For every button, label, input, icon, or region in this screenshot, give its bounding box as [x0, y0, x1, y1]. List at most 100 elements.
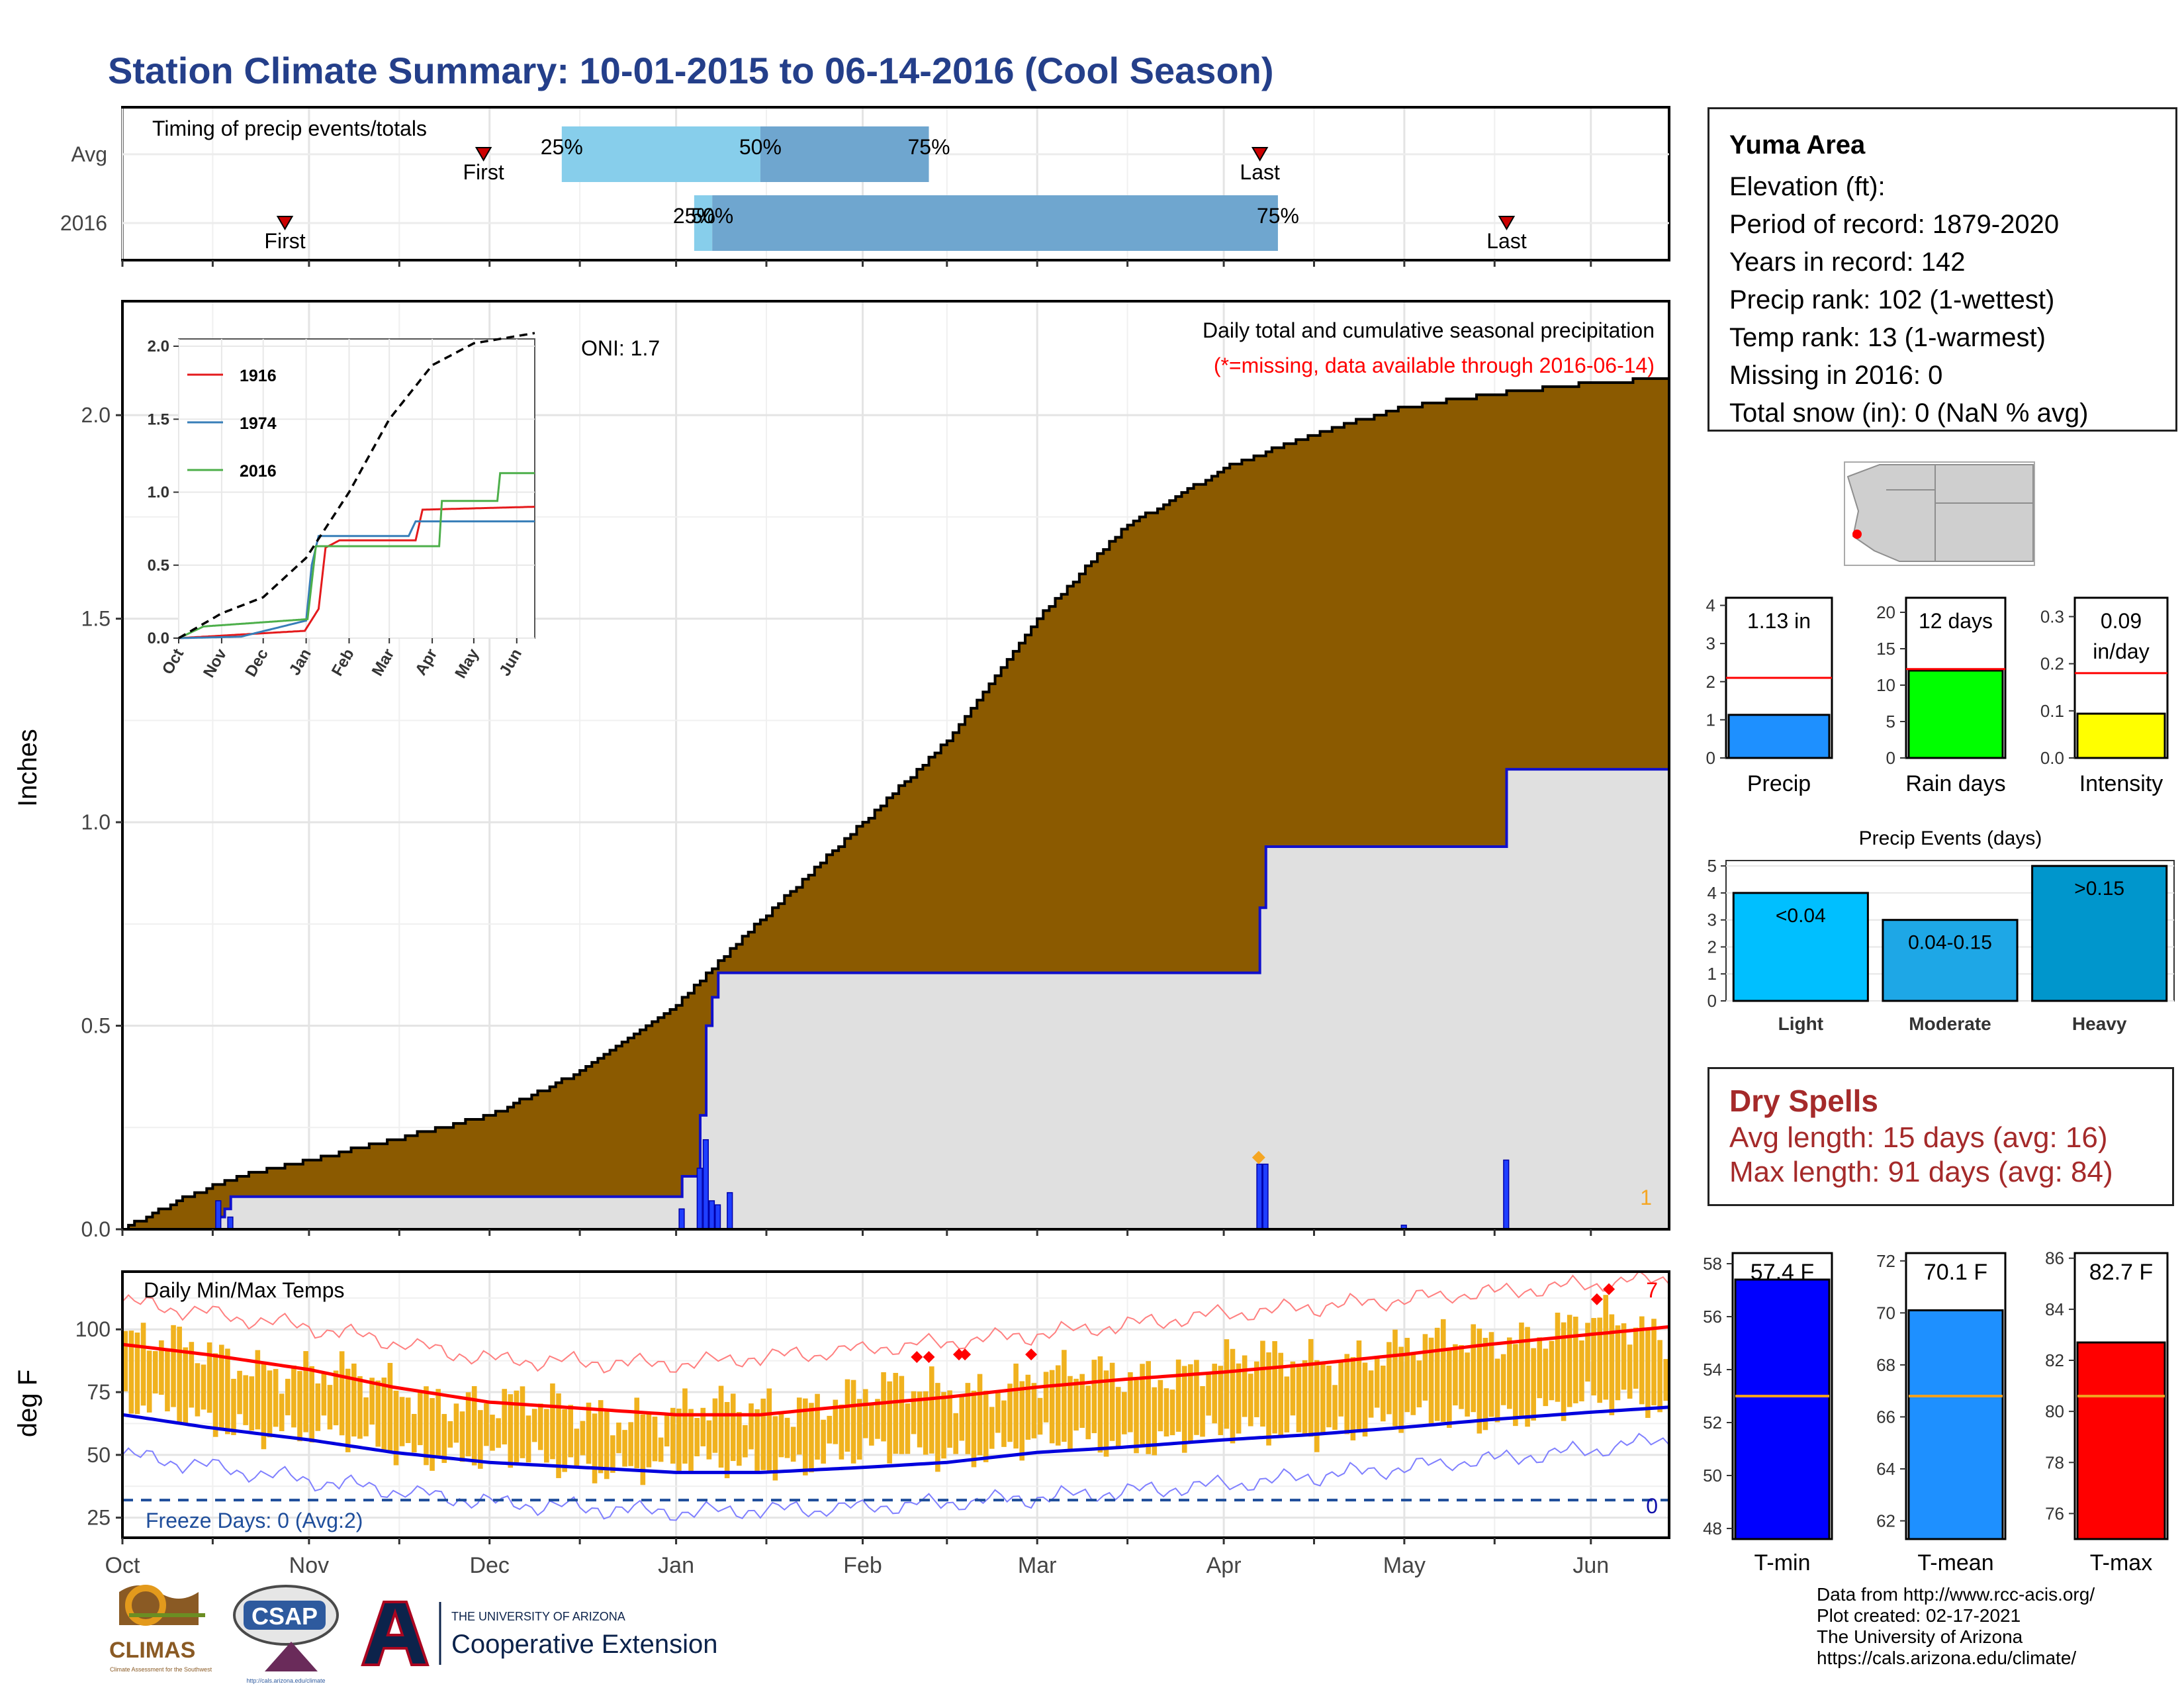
events-bar-heavy: [2031, 865, 2168, 1002]
temp-day-bar-2: [134, 1333, 140, 1415]
events-ytick-label-5: 5: [1707, 856, 1717, 876]
events-bar-light: [1732, 892, 1869, 1002]
temp-y-axis: 25 50 75 100: [75, 1317, 122, 1530]
temp-day-bar-37: [345, 1368, 351, 1452]
temp-day-bar-106: [760, 1398, 766, 1470]
temp-day-bar-174: [1169, 1389, 1175, 1436]
timing-row-2016: 2016: [60, 211, 107, 235]
tbar-tmean-ytick-label-3: 68: [1876, 1355, 1895, 1375]
temp-day-bar-145: [995, 1391, 1001, 1433]
temp-day-bar-113: [803, 1398, 808, 1476]
temp-day-bar-10: [183, 1347, 189, 1426]
temp-day-bar-123: [862, 1389, 868, 1438]
record-marker-4: [1025, 1348, 1038, 1361]
temp-day-bar-19: [237, 1370, 242, 1415]
temp-day-bar-172: [1158, 1380, 1163, 1432]
temp-day-bar-227: [1488, 1332, 1494, 1417]
temp-day-bar-17: [225, 1348, 230, 1434]
temp-day-bar-185: [1236, 1363, 1242, 1434]
tbar-tmean-ytick-label-2: 66: [1876, 1407, 1895, 1427]
tbar-tmean-axis-label: T-mean: [1917, 1550, 1993, 1575]
precip-subtitle: Daily total and cumulative seasonal prec…: [1203, 318, 1655, 342]
precip-ytick-label-0: 0.0: [81, 1217, 111, 1241]
tbar-tmax-ytick-label-3: 82: [2045, 1350, 2064, 1370]
station-marker: [1852, 530, 1862, 539]
ua-small-text: THE UNIVERSITY OF ARIZONA: [451, 1610, 625, 1623]
temp-day-bar-149: [1019, 1381, 1025, 1461]
temp-day-bar-221: [1453, 1344, 1458, 1406]
temp-day-bar-39: [357, 1376, 363, 1439]
timing-2016-p25-label: 25%: [673, 204, 715, 228]
temp-day-bar-198: [1314, 1360, 1320, 1452]
temp-day-bar-101: [730, 1393, 736, 1462]
temp-day-bar-116: [821, 1419, 826, 1464]
temp-day-bar-192: [1278, 1352, 1284, 1438]
inset-ytick-label-0: 0.0: [148, 630, 169, 647]
temp-day-bar-254: [1651, 1319, 1657, 1405]
missing-marker-0: [1251, 1150, 1265, 1164]
temp-day-bar-125: [875, 1399, 880, 1439]
temp-day-bar-161: [1091, 1360, 1097, 1434]
temp-day-bar-7: [165, 1348, 170, 1412]
timing-avg-p75-label: 75%: [907, 135, 950, 159]
temp-day-bar-99: [718, 1385, 724, 1468]
temp-day-bar-55: [453, 1403, 459, 1443]
temp-day-bar-141: [971, 1390, 977, 1468]
tbar-tmin-ytick-label-5: 58: [1703, 1254, 1722, 1274]
temp-day-bar-200: [1326, 1366, 1332, 1428]
temp-day-bar-189: [1260, 1340, 1265, 1427]
temp-day-bar-70: [544, 1409, 549, 1463]
timing-2016-last-marker: [1498, 216, 1516, 230]
temp-day-bar-25: [273, 1369, 279, 1427]
legend-2016: 2016: [240, 462, 277, 481]
temp-day-bar-249: [1621, 1323, 1627, 1390]
daily-precip-bar-9: [1262, 1163, 1269, 1230]
temp-day-bar-43: [381, 1378, 387, 1452]
temp-day-bar-76: [580, 1421, 586, 1456]
mini-raindays-value-bar: [1907, 669, 2004, 759]
temp-day-bar-208: [1374, 1356, 1380, 1408]
temp-day-bar-246: [1603, 1295, 1609, 1400]
temp-day-bar-61: [490, 1415, 495, 1451]
tbar-tmax-value-bar: [2076, 1341, 2166, 1540]
month-label-mar: Mar: [1018, 1553, 1057, 1578]
temp-day-bar-45: [393, 1390, 399, 1466]
daily-precip-bar-4: [702, 1139, 709, 1230]
temp-day-bar-176: [1181, 1366, 1187, 1453]
temp-day-bar-60: [484, 1403, 489, 1446]
temp-day-bar-222: [1459, 1345, 1464, 1409]
temp-day-bar-242: [1579, 1340, 1584, 1401]
temp-day-bar-103: [743, 1425, 748, 1458]
daily-precip-bar-0: [215, 1200, 222, 1230]
temp-day-bar-147: [1007, 1383, 1013, 1442]
temp-day-bar-159: [1079, 1374, 1085, 1429]
temp-day-bar-182: [1218, 1366, 1224, 1435]
tbar-tmean-ytick-label-0: 62: [1876, 1511, 1895, 1531]
temp-day-bar-53: [441, 1414, 447, 1464]
daily-precip-bar-1: [227, 1216, 234, 1230]
mini-raindays-ytick-label-1: 5: [1886, 712, 1895, 731]
temp-day-bar-5: [152, 1351, 158, 1394]
tbar-tmin-ytick-label-3: 54: [1703, 1360, 1722, 1380]
temp-day-bar-136: [941, 1391, 946, 1459]
timing-avg-q2-bar: [760, 126, 929, 182]
temp-day-bar-195: [1296, 1367, 1302, 1432]
temp-day-bar-219: [1440, 1319, 1446, 1422]
timing-2016-first-label: First: [264, 229, 305, 253]
temp-day-bar-6: [159, 1340, 164, 1395]
info-years: Years in record: 142: [1729, 248, 1966, 277]
temp-day-bar-228: [1494, 1358, 1500, 1423]
temp-day-bar-244: [1591, 1318, 1596, 1396]
csap-logo: CSAP http://cals.arizona.edu/climate: [233, 1585, 339, 1684]
record-high-count: 7: [1646, 1278, 1658, 1302]
station-name: Yuma Area: [1729, 130, 1866, 160]
temp-day-bar-217: [1428, 1337, 1434, 1424]
tbar-tmin-value-bar: [1734, 1278, 1831, 1540]
temp-day-bar-63: [502, 1389, 507, 1445]
events-category-light: Light: [1778, 1013, 1823, 1034]
mini-intensity-ytick-label-1: 0.1: [2040, 701, 2064, 721]
temp-day-bar-44: [387, 1362, 393, 1452]
mini-raindays-axis-label: Rain days: [1905, 771, 2005, 796]
temp-day-bar-191: [1272, 1340, 1277, 1434]
